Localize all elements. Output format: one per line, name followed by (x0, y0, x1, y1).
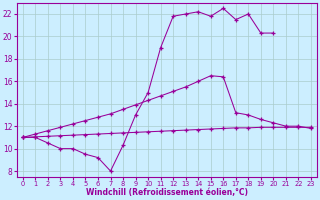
X-axis label: Windchill (Refroidissement éolien,°C): Windchill (Refroidissement éolien,°C) (86, 188, 248, 197)
